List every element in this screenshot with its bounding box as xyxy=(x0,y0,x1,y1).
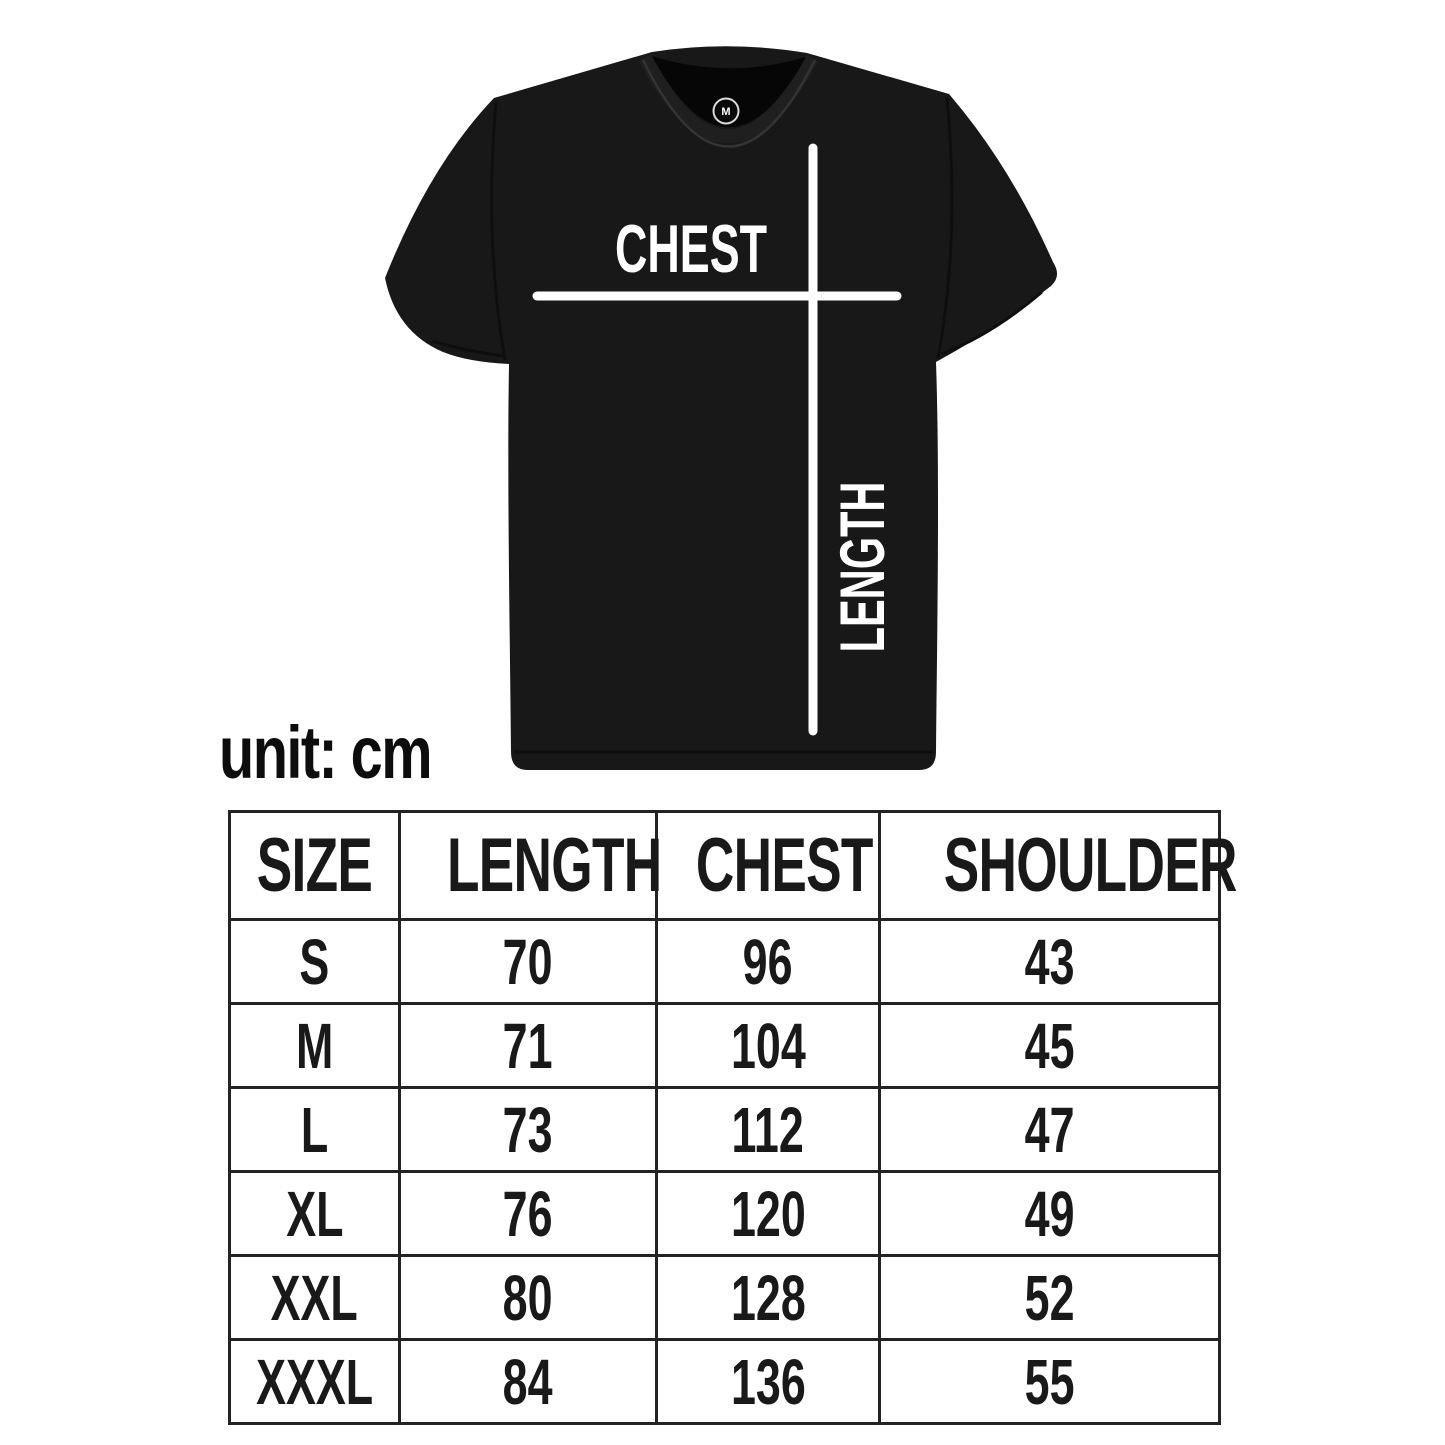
neck-tag xyxy=(712,97,740,125)
chest-cell: 112 xyxy=(655,1086,881,1173)
shoulder-cell: 55 xyxy=(878,1338,1221,1425)
tshirt-diagram: M CHEST LENGTH xyxy=(385,46,1058,771)
header-size-label: SIZE xyxy=(256,822,373,908)
chest-measure-label: CHEST xyxy=(615,212,767,288)
table-row: XXL 80 128 52 xyxy=(228,1254,1221,1341)
shoulder-cell: 49 xyxy=(878,1170,1221,1257)
shoulder-cell: 47 xyxy=(878,1086,1221,1173)
collar-band xyxy=(638,54,819,144)
chest-cell: 104 xyxy=(655,1002,881,1089)
sleeve-hem-stitch-left xyxy=(431,339,506,358)
size-cell: XL xyxy=(228,1170,401,1257)
header-shoulder: SHOULDER xyxy=(878,810,1237,921)
chest-cell: 96 xyxy=(655,918,881,1005)
length-cell: 73 xyxy=(398,1086,658,1173)
length-cell: 76 xyxy=(398,1170,658,1257)
size-table: SIZE LENGTH CHEST SHOULDER S 70 96 43 M … xyxy=(228,810,1237,1425)
neck-opening xyxy=(652,56,806,128)
size-cell: M xyxy=(228,1002,401,1089)
tshirt-silhouette xyxy=(385,46,1058,771)
length-measure-label: LENGTH xyxy=(829,482,899,653)
shoulder-cell: 45 xyxy=(878,1002,1221,1089)
sleeve-seam-right xyxy=(936,97,954,359)
shoulder-cell: 52 xyxy=(878,1254,1221,1341)
chest-cell: 120 xyxy=(655,1170,881,1257)
length-cell: 70 xyxy=(398,918,658,1005)
table-row: XXXL 84 136 55 xyxy=(228,1338,1221,1425)
table-row: M 71 104 45 xyxy=(228,1002,1221,1089)
length-cell: 84 xyxy=(398,1338,658,1425)
sleeve-hem-stitch-right xyxy=(940,290,1043,356)
header-chest: CHEST xyxy=(655,810,881,921)
chest-cell: 136 xyxy=(655,1338,881,1425)
unit-label: unit: cm xyxy=(219,711,433,794)
table-header-row: SIZE LENGTH CHEST SHOULDER xyxy=(228,810,1237,921)
table-row: L 73 112 47 xyxy=(228,1086,1221,1173)
size-cell: L xyxy=(228,1086,401,1173)
table-row: S 70 96 43 xyxy=(228,918,1221,1005)
size-cell: XXXL xyxy=(228,1338,401,1425)
table-row: XL 76 120 49 xyxy=(228,1170,1221,1257)
header-shoulder-label: SHOULDER xyxy=(943,822,1238,908)
header-chest-label: CHEST xyxy=(695,822,874,908)
collar-bottom-seam xyxy=(641,59,817,148)
size-cell: S xyxy=(228,918,401,1005)
header-length: LENGTH xyxy=(398,810,662,921)
chest-cell: 128 xyxy=(655,1254,881,1341)
sleeve-seam-left xyxy=(490,101,507,361)
length-cell: 71 xyxy=(398,1002,658,1089)
neck-tag-label: M xyxy=(721,106,730,118)
header-length-label: LENGTH xyxy=(446,822,662,908)
shoulder-cell: 43 xyxy=(878,918,1221,1005)
header-size: SIZE xyxy=(228,810,401,921)
size-cell: XXL xyxy=(228,1254,401,1341)
length-cell: 80 xyxy=(398,1254,658,1341)
